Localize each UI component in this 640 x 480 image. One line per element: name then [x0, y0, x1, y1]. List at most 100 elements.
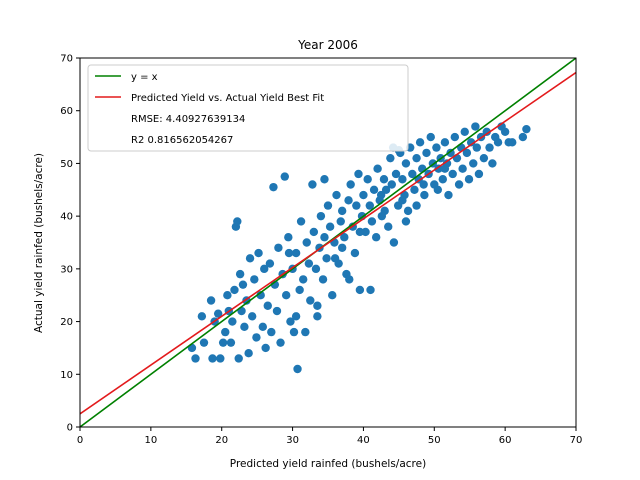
scatter-point: [234, 354, 243, 363]
y-tick-label: 60: [60, 106, 73, 117]
scatter-point: [281, 291, 291, 300]
scatter-point: [458, 164, 467, 173]
scatter-point: [350, 248, 360, 258]
scatter-point: [322, 254, 331, 263]
scatter-point: [381, 185, 391, 194]
scatter-point: [355, 227, 365, 237]
scatter-point: [337, 243, 347, 252]
scatter-point: [363, 175, 372, 184]
scatter-point: [462, 148, 472, 158]
scatter-point: [291, 312, 301, 321]
scatter-point: [250, 275, 259, 284]
scatter-point: [289, 327, 299, 337]
scatter-point: [267, 327, 276, 337]
scatter-point: [398, 175, 407, 184]
scatter-point: [252, 333, 261, 342]
scatter-point: [295, 285, 304, 295]
scatter-point: [336, 217, 345, 226]
x-tick-label: 20: [215, 435, 228, 446]
scatter-point: [426, 132, 435, 142]
scatter-point: [233, 217, 242, 226]
y-tick-label: 50: [60, 159, 73, 170]
scatter-point: [254, 248, 263, 258]
x-tick-label: 10: [144, 435, 157, 446]
scatter-point: [230, 285, 239, 295]
scatter-point: [313, 301, 322, 310]
scatter-point: [296, 217, 306, 226]
scatter-point: [412, 201, 421, 210]
x-axis-title: Predicted yield rainfed (bushels/acre): [230, 458, 426, 470]
scatter-point: [221, 327, 230, 337]
scatter-point: [332, 190, 341, 200]
scatter-point: [274, 243, 283, 252]
scatter-point: [387, 180, 396, 189]
scatter-point: [260, 264, 269, 274]
scatter-point: [345, 275, 354, 284]
scatter-point: [403, 206, 413, 216]
scatter-point: [373, 164, 382, 173]
scatter-point: [401, 159, 411, 168]
x-tick-label: 40: [357, 435, 370, 446]
y-tick-label: 10: [60, 370, 73, 381]
scatter-point: [263, 301, 272, 310]
scatter-point: [415, 138, 425, 147]
scatter-point: [325, 222, 335, 231]
scatter-point: [301, 327, 310, 337]
points-layer: [187, 122, 531, 374]
scatter-point: [366, 285, 375, 295]
scatter-point: [197, 312, 207, 321]
scatter-point: [191, 354, 200, 363]
scatter-point: [316, 211, 326, 221]
scatter-point: [454, 180, 464, 189]
scatter-point: [420, 190, 429, 200]
scatter-point: [299, 275, 308, 284]
axes-layer: 0 10 20 30 40 50 60 70 0 10 20 30 40 50 60 70: [60, 54, 582, 447]
scatter-point: [369, 185, 379, 194]
scatter-point: [401, 217, 411, 226]
scatter-point: [206, 296, 216, 305]
scatter-point: [286, 317, 295, 326]
scatter-point: [302, 238, 311, 247]
y-tick-label: 70: [60, 54, 73, 65]
scatter-point: [471, 122, 480, 131]
scatter-point: [419, 180, 428, 189]
scatter-point: [276, 338, 285, 347]
y-tick-label: 20: [60, 317, 73, 328]
legend-box: [87, 64, 409, 152]
scatter-point: [422, 148, 431, 158]
scatter-point: [346, 180, 355, 189]
x-tick-label: 0: [77, 435, 83, 446]
scatter-point: [269, 182, 278, 192]
legend-rmse: RMSE: 4.40927639134: [131, 114, 245, 125]
scatter-point: [438, 175, 447, 184]
scatter-point: [440, 138, 450, 147]
scatter-point: [291, 248, 301, 258]
scatter-point: [359, 190, 368, 200]
scatter-point: [352, 201, 361, 210]
scatter-point: [508, 138, 517, 147]
scatter-point: [472, 143, 481, 152]
scatter-point: [244, 349, 253, 358]
scatter-point: [518, 132, 528, 142]
scatter-point: [311, 264, 321, 274]
scatter-point: [258, 322, 268, 332]
scatter-point: [240, 322, 249, 332]
legend-label-best-fit: Predicted Yield vs. Actual Yield Best Fi…: [131, 93, 324, 104]
scatter-point: [238, 280, 248, 289]
scatter-point: [488, 159, 497, 168]
plot-frame: [79, 57, 577, 428]
scatter-point: [464, 175, 474, 184]
scatter-point: [208, 354, 217, 363]
scatter-point: [223, 291, 232, 300]
scatter-point: [410, 185, 419, 194]
scatter-point: [272, 306, 282, 316]
scatter-point: [355, 285, 365, 295]
scatter-point: [371, 233, 381, 242]
x-tick-label: 30: [286, 435, 299, 446]
scatter-point: [313, 312, 322, 321]
scatter-point: [256, 291, 265, 300]
scatter-point: [306, 296, 315, 305]
scatter-point: [367, 217, 377, 226]
scatter-point: [365, 201, 375, 210]
scatter-point: [440, 164, 450, 173]
